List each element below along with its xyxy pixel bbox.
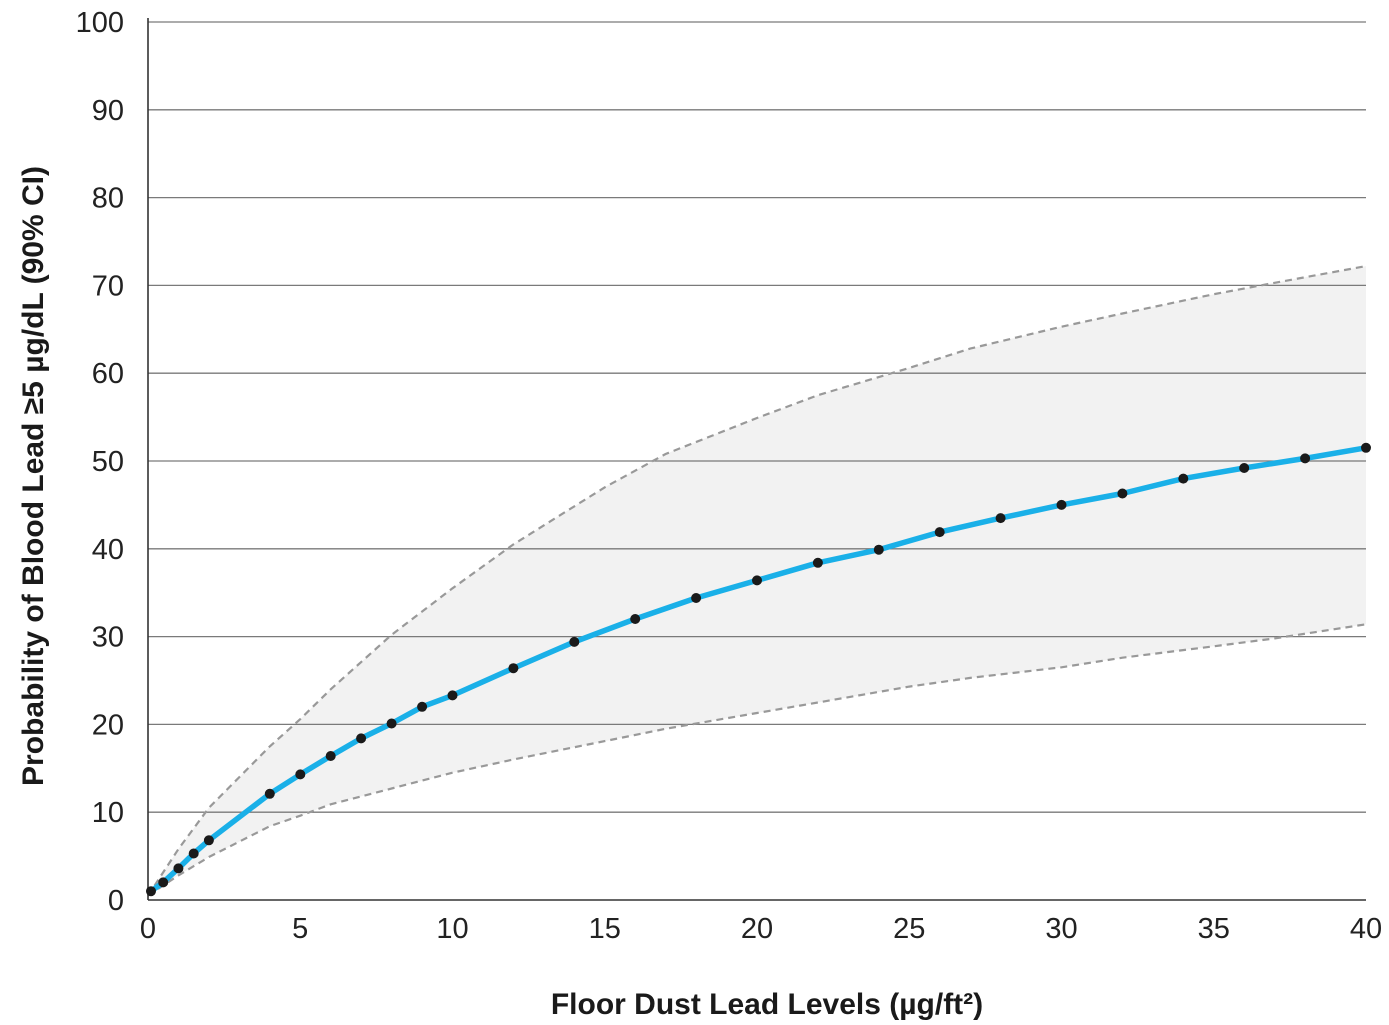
x-tick-label: 10 [436,913,468,945]
y-tick-label: 20 [92,709,124,741]
data-point [173,863,184,874]
data-point [203,835,214,846]
data-point [417,701,428,712]
x-tick-label: 40 [1350,913,1382,945]
y-tick-label: 10 [92,797,124,829]
data-point [146,886,156,897]
x-tick-labels: 0 5 10 15 20 25 30 35 40 [140,913,1382,945]
x-tick-label: 25 [893,913,925,945]
data-point [630,614,641,624]
data-point [1056,499,1067,510]
x-axis-title: Floor Dust Lead Levels (µg/ft²) [551,988,983,1021]
axes [147,18,1366,901]
y-tick-label: 90 [92,95,124,127]
data-point [386,718,397,729]
x-tick-label: 30 [1045,913,1077,945]
y-tick-label: 30 [92,622,124,654]
data-point [295,769,306,780]
x-tick-label: 35 [1198,913,1230,945]
y-tick-label: 60 [92,358,124,390]
data-point [752,575,762,586]
x-tick-label: 0 [140,913,156,945]
data-point [447,690,458,701]
y-tick-label: 40 [92,534,124,566]
x-tick-label: 15 [589,913,621,945]
data-point [1300,453,1311,464]
data-point [264,788,275,799]
x-tick-label: 20 [741,913,773,945]
x-tick-label: 5 [292,913,308,945]
y-tick-label: 80 [92,183,124,215]
data-point [812,557,823,568]
data-point [995,513,1006,524]
lower-bound-line [147,623,1367,897]
y-tick-labels: 0 10 20 30 40 50 60 70 80 90 100 [76,7,124,917]
estimate-series [146,442,1371,897]
y-tick-label: 100 [76,7,124,39]
data-point [1117,488,1128,499]
data-point [356,733,367,744]
data-point [934,527,945,538]
data-point [873,544,884,555]
y-tick-label: 70 [92,270,124,302]
data-point [1239,463,1250,473]
y-tick-label: 0 [108,885,124,917]
data-point [158,877,169,888]
data-point [1178,473,1189,484]
y-tick-label: 50 [92,446,124,478]
data-point [569,636,580,647]
data-point [508,663,519,674]
data-point [1361,442,1371,453]
data-point [188,848,199,859]
y-axis-title: Probability of Blood Lead ≥5 µg/dL (90% … [17,166,50,786]
data-point [325,751,336,761]
confidence-bounds [147,265,1367,897]
gridlines [148,21,1366,813]
data-point [691,593,702,603]
upper-bound-line [147,265,1367,897]
